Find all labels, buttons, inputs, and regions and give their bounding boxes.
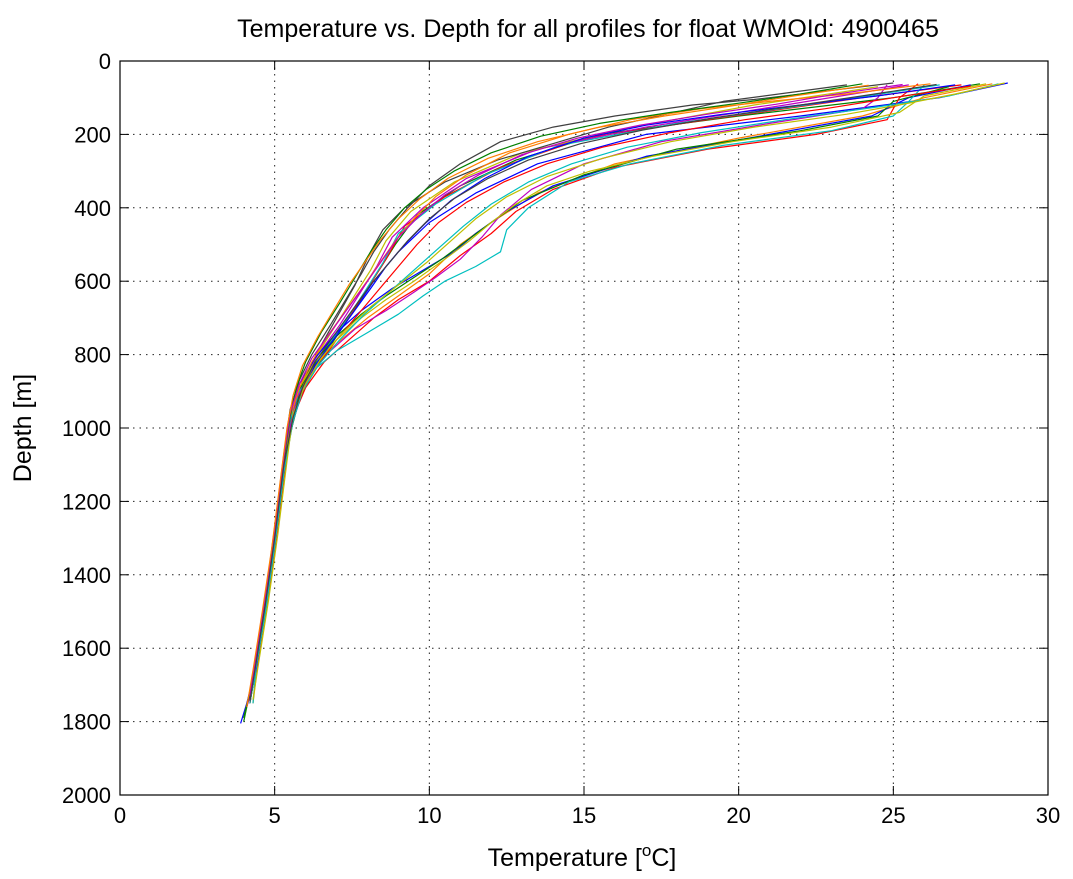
x-tick-label: 10 (417, 803, 441, 828)
axis-ticks (119, 60, 1049, 796)
profile-line-24 (246, 84, 869, 707)
y-tick-label: 2000 (62, 783, 111, 808)
chart-title: Temperature vs. Depth for all profiles f… (237, 15, 939, 43)
x-axis-title-prefix: Temperature [ (488, 844, 642, 872)
x-tick-label: 5 (269, 803, 281, 828)
profile-line-21 (249, 83, 903, 696)
x-tick-label: 20 (726, 803, 750, 828)
grid (120, 61, 1048, 795)
y-tick-label: 600 (74, 269, 111, 294)
y-tick-label: 0 (99, 49, 111, 74)
profile-line-22 (252, 82, 1005, 700)
x-tick-label: 15 (572, 803, 596, 828)
x-tick-labels: 0 5 10 15 20 25 30 (114, 803, 1060, 828)
x-tick-label: 30 (1036, 803, 1060, 828)
y-tick-label: 1400 (62, 563, 111, 588)
x-axis-title: Temperature [oC] (488, 841, 677, 872)
y-tick-labels: 0 200 400 600 800 1000 1200 1400 1600 1800 2000 (62, 49, 111, 808)
y-tick-label: 800 (74, 343, 111, 368)
profile-series (240, 82, 1008, 724)
profile-line-23 (249, 83, 937, 702)
x-axis-title-degree: o (642, 841, 651, 860)
y-tick-label: 1000 (62, 416, 111, 441)
profile-line-20 (249, 83, 999, 704)
y-tick-label: 400 (74, 196, 111, 221)
y-tick-label: 1200 (62, 489, 111, 514)
y-tick-label: 1800 (62, 710, 111, 735)
y-axis-title: Depth [m] (9, 374, 37, 482)
y-tick-label: 1600 (62, 636, 111, 661)
x-tick-label: 25 (881, 803, 905, 828)
x-axis-title-suffix: C] (651, 844, 676, 872)
x-tick-label: 0 (114, 803, 126, 828)
y-tick-label: 200 (74, 122, 111, 147)
